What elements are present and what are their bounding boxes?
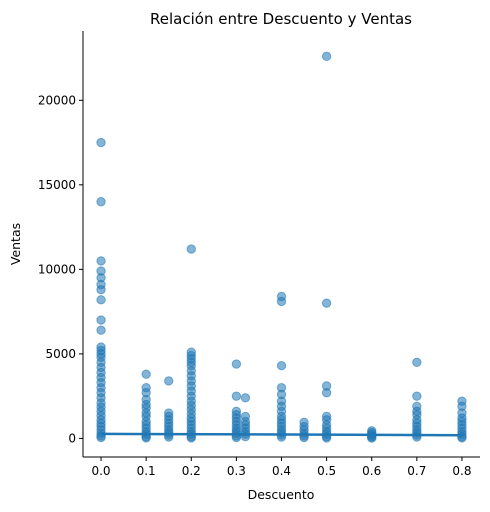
y-tick-label: 0 [68, 431, 76, 445]
y-tick-label: 10000 [38, 262, 76, 276]
y-tick-label: 20000 [38, 93, 76, 107]
x-axis-ticks: 0.0 0.1 0.2 0.3 0.4 0.5 0.6 0.7 0.8 [91, 457, 472, 478]
data-point [321, 298, 332, 308]
x-tick-label: 0.5 [317, 464, 336, 478]
x-tick-label: 0.1 [137, 464, 156, 478]
data-point [231, 391, 242, 401]
data-point [96, 137, 106, 148]
regression-line [101, 432, 462, 437]
x-tick-label: 0.6 [362, 464, 381, 478]
data-point [96, 295, 106, 305]
x-tick-label: 0.8 [452, 464, 471, 478]
data-point [231, 359, 242, 369]
data-point [276, 361, 287, 371]
data-point [321, 51, 332, 62]
data-point [240, 393, 251, 403]
y-axis-ticks: 0 5000 10000 15000 20000 [38, 93, 83, 445]
data-point [96, 197, 106, 207]
data-point [412, 391, 422, 401]
x-tick-label: 0.2 [182, 464, 201, 478]
data-point [96, 284, 106, 295]
data-point [276, 296, 287, 307]
data-point [164, 376, 174, 386]
data-point [141, 369, 151, 379]
x-tick-label: 0.7 [407, 464, 426, 478]
data-point [96, 315, 106, 325]
x-axis-label: Descuento [248, 487, 315, 502]
data-point [186, 244, 196, 254]
y-axis-label: Ventas [8, 223, 23, 265]
data-point [96, 325, 106, 335]
chart-title: Relación entre Descuento y Ventas [150, 10, 412, 28]
x-tick-label: 0.3 [227, 464, 246, 478]
x-tick-label: 0.0 [91, 464, 110, 478]
data-point [412, 357, 422, 368]
y-tick-label: 5000 [45, 347, 76, 361]
y-tick-label: 15000 [38, 178, 76, 192]
data-point [96, 256, 106, 266]
data-point [321, 388, 332, 398]
data-points [96, 51, 467, 443]
x-tick-label: 0.4 [272, 464, 291, 478]
